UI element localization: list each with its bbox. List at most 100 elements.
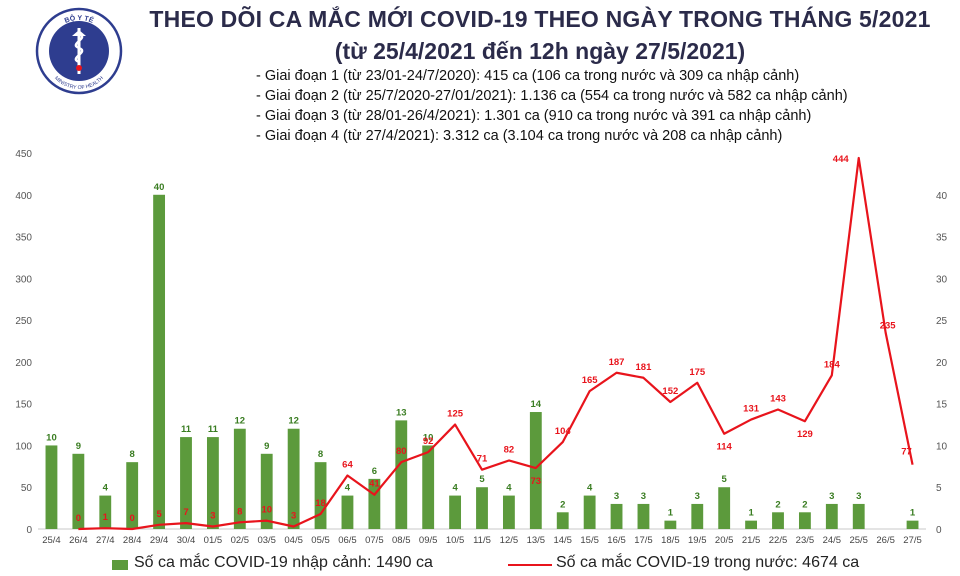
line-value-label: 181 bbox=[636, 362, 653, 373]
line-value-label: 165 bbox=[582, 375, 599, 386]
x-axis-tick-label: 29/4 bbox=[150, 535, 169, 546]
line-value-label: 18 bbox=[315, 498, 326, 509]
chart-legend: Số ca mắc COVID-19 nhập cảnh: 1490 ca Số… bbox=[0, 552, 960, 576]
x-axis-tick-label: 28/4 bbox=[123, 535, 142, 546]
left-axis-tick-label: 0 bbox=[26, 525, 32, 536]
bar-value-label: 10 bbox=[46, 432, 57, 443]
bar bbox=[422, 445, 435, 529]
legend-line-swatch bbox=[508, 564, 552, 566]
x-axis-tick-label: 30/4 bbox=[177, 535, 196, 546]
bar-value-label: 40 bbox=[154, 182, 165, 193]
line-value-label: 92 bbox=[423, 436, 434, 447]
x-axis-tick-label: 27/5 bbox=[903, 535, 922, 546]
left-axis-tick-label: 350 bbox=[15, 233, 32, 244]
bar bbox=[637, 503, 650, 529]
x-axis-tick-label: 21/5 bbox=[742, 535, 761, 546]
phase-note: - Giai đoạn 2 (từ 25/7/2020-27/01/2021):… bbox=[256, 88, 848, 104]
bar-value-label: 3 bbox=[856, 491, 861, 502]
bar-value-label: 4 bbox=[506, 483, 512, 494]
line-value-label: 114 bbox=[717, 442, 733, 453]
legend-line-label: Số ca mắc COVID-19 trong nước: 4674 ca bbox=[556, 554, 860, 571]
bar bbox=[718, 487, 731, 529]
bar bbox=[153, 194, 166, 529]
bar bbox=[233, 428, 246, 529]
line-value-label: 187 bbox=[609, 357, 625, 368]
x-axis-tick-label: 26/5 bbox=[876, 535, 895, 546]
chart-subtitle: (từ 25/4/2021 đến 12h ngày 27/5/2021) bbox=[334, 38, 746, 64]
line-value-label: 444 bbox=[833, 154, 850, 165]
line-value-label: 8 bbox=[237, 506, 242, 517]
left-axis-tick-label: 250 bbox=[15, 316, 32, 327]
right-axis-tick-label: 25 bbox=[936, 316, 948, 327]
right-axis-tick-label: 10 bbox=[936, 441, 948, 452]
bar bbox=[610, 503, 623, 529]
bar bbox=[745, 520, 758, 529]
left-axis-tick-label: 400 bbox=[15, 191, 32, 202]
left-axis-tick-label: 300 bbox=[15, 274, 32, 285]
bar-value-label: 3 bbox=[695, 491, 700, 502]
x-axis-tick-label: 19/5 bbox=[688, 535, 707, 546]
right-axis-tick-label: 20 bbox=[936, 358, 948, 369]
bar-value-label: 4 bbox=[103, 483, 109, 494]
line-value-label: 77 bbox=[901, 447, 912, 458]
bar bbox=[852, 503, 865, 529]
bar bbox=[314, 462, 327, 529]
bar bbox=[45, 445, 58, 529]
line-value-label: 0 bbox=[76, 513, 81, 524]
bar-value-label: 10 bbox=[423, 432, 434, 443]
x-axis-tick-label: 12/5 bbox=[500, 535, 519, 546]
x-axis-tick-label: 17/5 bbox=[634, 535, 653, 546]
x-axis-tick-label: 04/5 bbox=[284, 535, 303, 546]
bar bbox=[691, 503, 704, 529]
left-axis-tick-label: 150 bbox=[15, 400, 32, 411]
x-axis-tick-label: 14/5 bbox=[553, 535, 572, 546]
bar bbox=[368, 478, 381, 529]
x-axis-tick-label: 20/5 bbox=[715, 535, 734, 546]
bar-value-label: 1 bbox=[748, 508, 754, 519]
svg-text:BỘ Y TẾ: BỘ Y TẾ bbox=[64, 13, 96, 25]
x-axis-tick-label: 25/4 bbox=[42, 535, 61, 546]
bar-value-label: 5 bbox=[722, 474, 728, 485]
x-axis-tick-label: 08/5 bbox=[392, 535, 411, 546]
phase-note: - Giai đoạn 4 (từ 27/4/2021): 3.312 ca (… bbox=[256, 128, 783, 144]
x-axis-tick-label: 13/5 bbox=[527, 535, 546, 546]
bar-value-label: 9 bbox=[76, 441, 81, 452]
left-axis-tick-label: 100 bbox=[15, 441, 32, 452]
bar bbox=[180, 437, 192, 529]
bar-value-label: 1 bbox=[668, 508, 674, 519]
line-value-label: 175 bbox=[689, 367, 706, 378]
bar-value-label: 4 bbox=[452, 483, 458, 494]
x-axis-tick-label: 02/5 bbox=[231, 535, 250, 546]
bar bbox=[72, 453, 85, 529]
right-axis-tick-label: 35 bbox=[936, 233, 948, 244]
bar bbox=[529, 412, 542, 529]
x-axis-tick-label: 09/5 bbox=[419, 535, 438, 546]
line-value-label: 41 bbox=[369, 479, 380, 490]
ministry-of-health-logo: BỘ Y TẾ MINISTRY OF HEALTH bbox=[35, 7, 123, 95]
line-value-label: 0 bbox=[130, 513, 135, 524]
phase-notes: - Giai đoạn 1 (từ 23/01-24/7/2020): 415 … bbox=[256, 66, 848, 146]
line-value-label: 64 bbox=[342, 460, 353, 471]
line-value-label: 235 bbox=[880, 321, 897, 332]
x-axis-tick-label: 05/5 bbox=[311, 535, 330, 546]
legend-bar-swatch bbox=[112, 560, 128, 570]
line-value-label: 3 bbox=[210, 510, 215, 521]
line-value-label: 143 bbox=[770, 394, 786, 405]
bar bbox=[287, 428, 300, 529]
line-value-label: 129 bbox=[797, 429, 813, 440]
bar bbox=[341, 495, 354, 529]
line-value-label: 80 bbox=[396, 446, 407, 457]
chart-title: THEO DÕI CA MẮC MỚI COVID-19 THEO NGÀY T… bbox=[149, 6, 931, 32]
left-axis-tick-label: 200 bbox=[15, 358, 32, 369]
bar-value-label: 4 bbox=[587, 483, 593, 494]
bar bbox=[502, 495, 515, 529]
x-axis-tick-label: 23/5 bbox=[796, 535, 815, 546]
logo-top-text: BỘ Y TẾ bbox=[64, 13, 96, 25]
bar-value-label: 3 bbox=[641, 491, 646, 502]
x-axis-tick-label: 24/5 bbox=[823, 535, 842, 546]
bar-value-label: 1 bbox=[910, 508, 916, 519]
bar-value-label: 11 bbox=[181, 424, 192, 435]
x-axis-tick-label: 27/4 bbox=[96, 535, 115, 546]
bar bbox=[825, 503, 838, 529]
right-axis-tick-label: 5 bbox=[936, 483, 942, 494]
